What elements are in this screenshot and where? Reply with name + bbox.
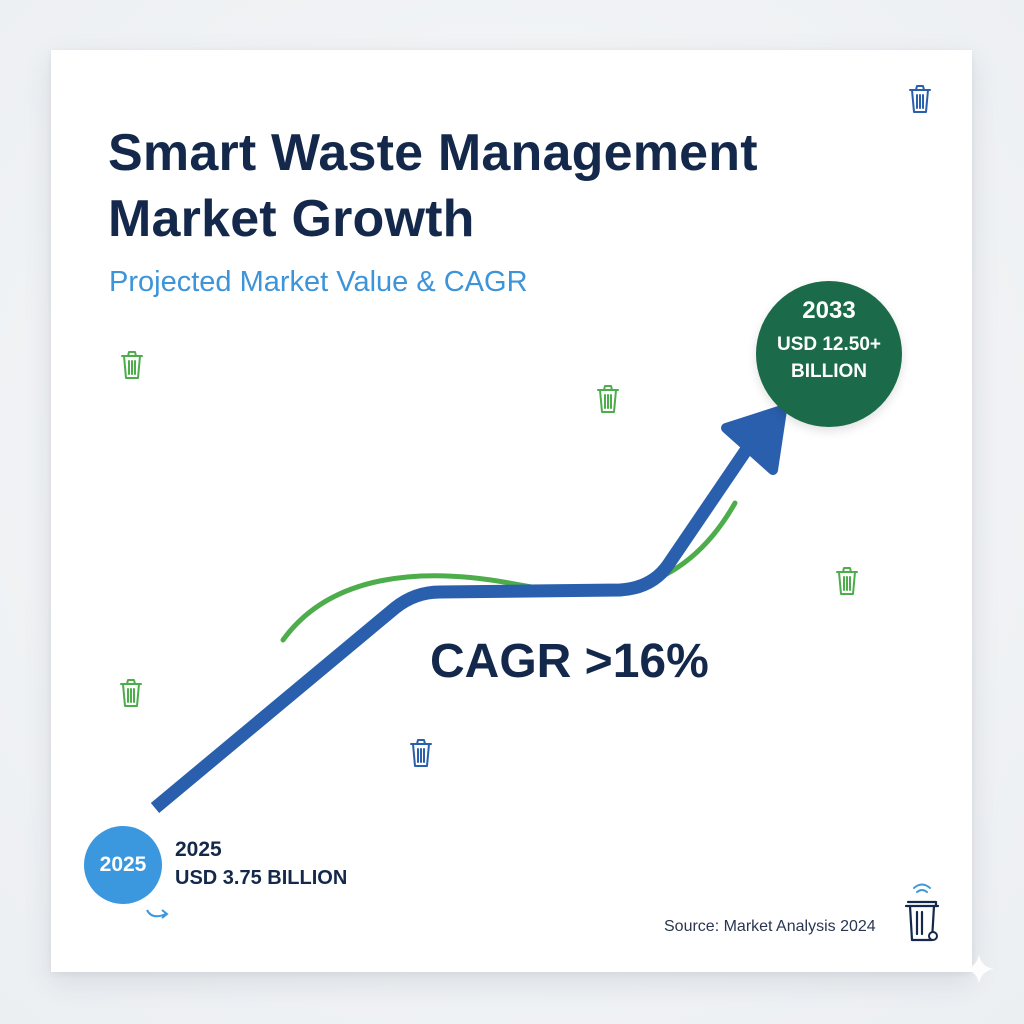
trash-bin-icon <box>836 567 858 595</box>
cagr-annotation: CAGR >16% <box>430 635 709 688</box>
smart-bin-wifi-icon <box>904 883 940 942</box>
page-subtitle: Projected Market Value & CAGR <box>109 266 528 298</box>
title-line-2: Market Growth <box>108 190 475 248</box>
end-value-bubble: 2033 USD 12.50+ BILLION <box>756 281 902 427</box>
trash-bin-icon <box>410 739 432 767</box>
trend-arrow-head <box>721 405 787 475</box>
page-title: Smart Waste Management Market Growth <box>108 120 908 252</box>
start-year-bubble: 2025 <box>84 826 162 904</box>
start-year-label: 2025 <box>175 838 222 861</box>
infographic-card <box>51 50 972 972</box>
start-value-label: USD 3.75 BILLION <box>175 867 348 889</box>
end-value-label: USD 12.50+ BILLION <box>776 334 882 382</box>
trash-bin-icon <box>120 679 142 707</box>
trash-bin-icon <box>597 385 619 413</box>
growth-trend-line <box>150 433 761 813</box>
sparkle-icon <box>964 954 994 984</box>
title-line-1: Smart Waste Management <box>108 124 758 182</box>
curved-arrow-icon <box>146 909 169 919</box>
end-year: 2033 <box>802 297 856 324</box>
trash-bin-icon <box>909 85 931 113</box>
trash-bin-icon <box>121 351 143 379</box>
source-note: Source: Market Analysis 2024 <box>664 918 876 935</box>
